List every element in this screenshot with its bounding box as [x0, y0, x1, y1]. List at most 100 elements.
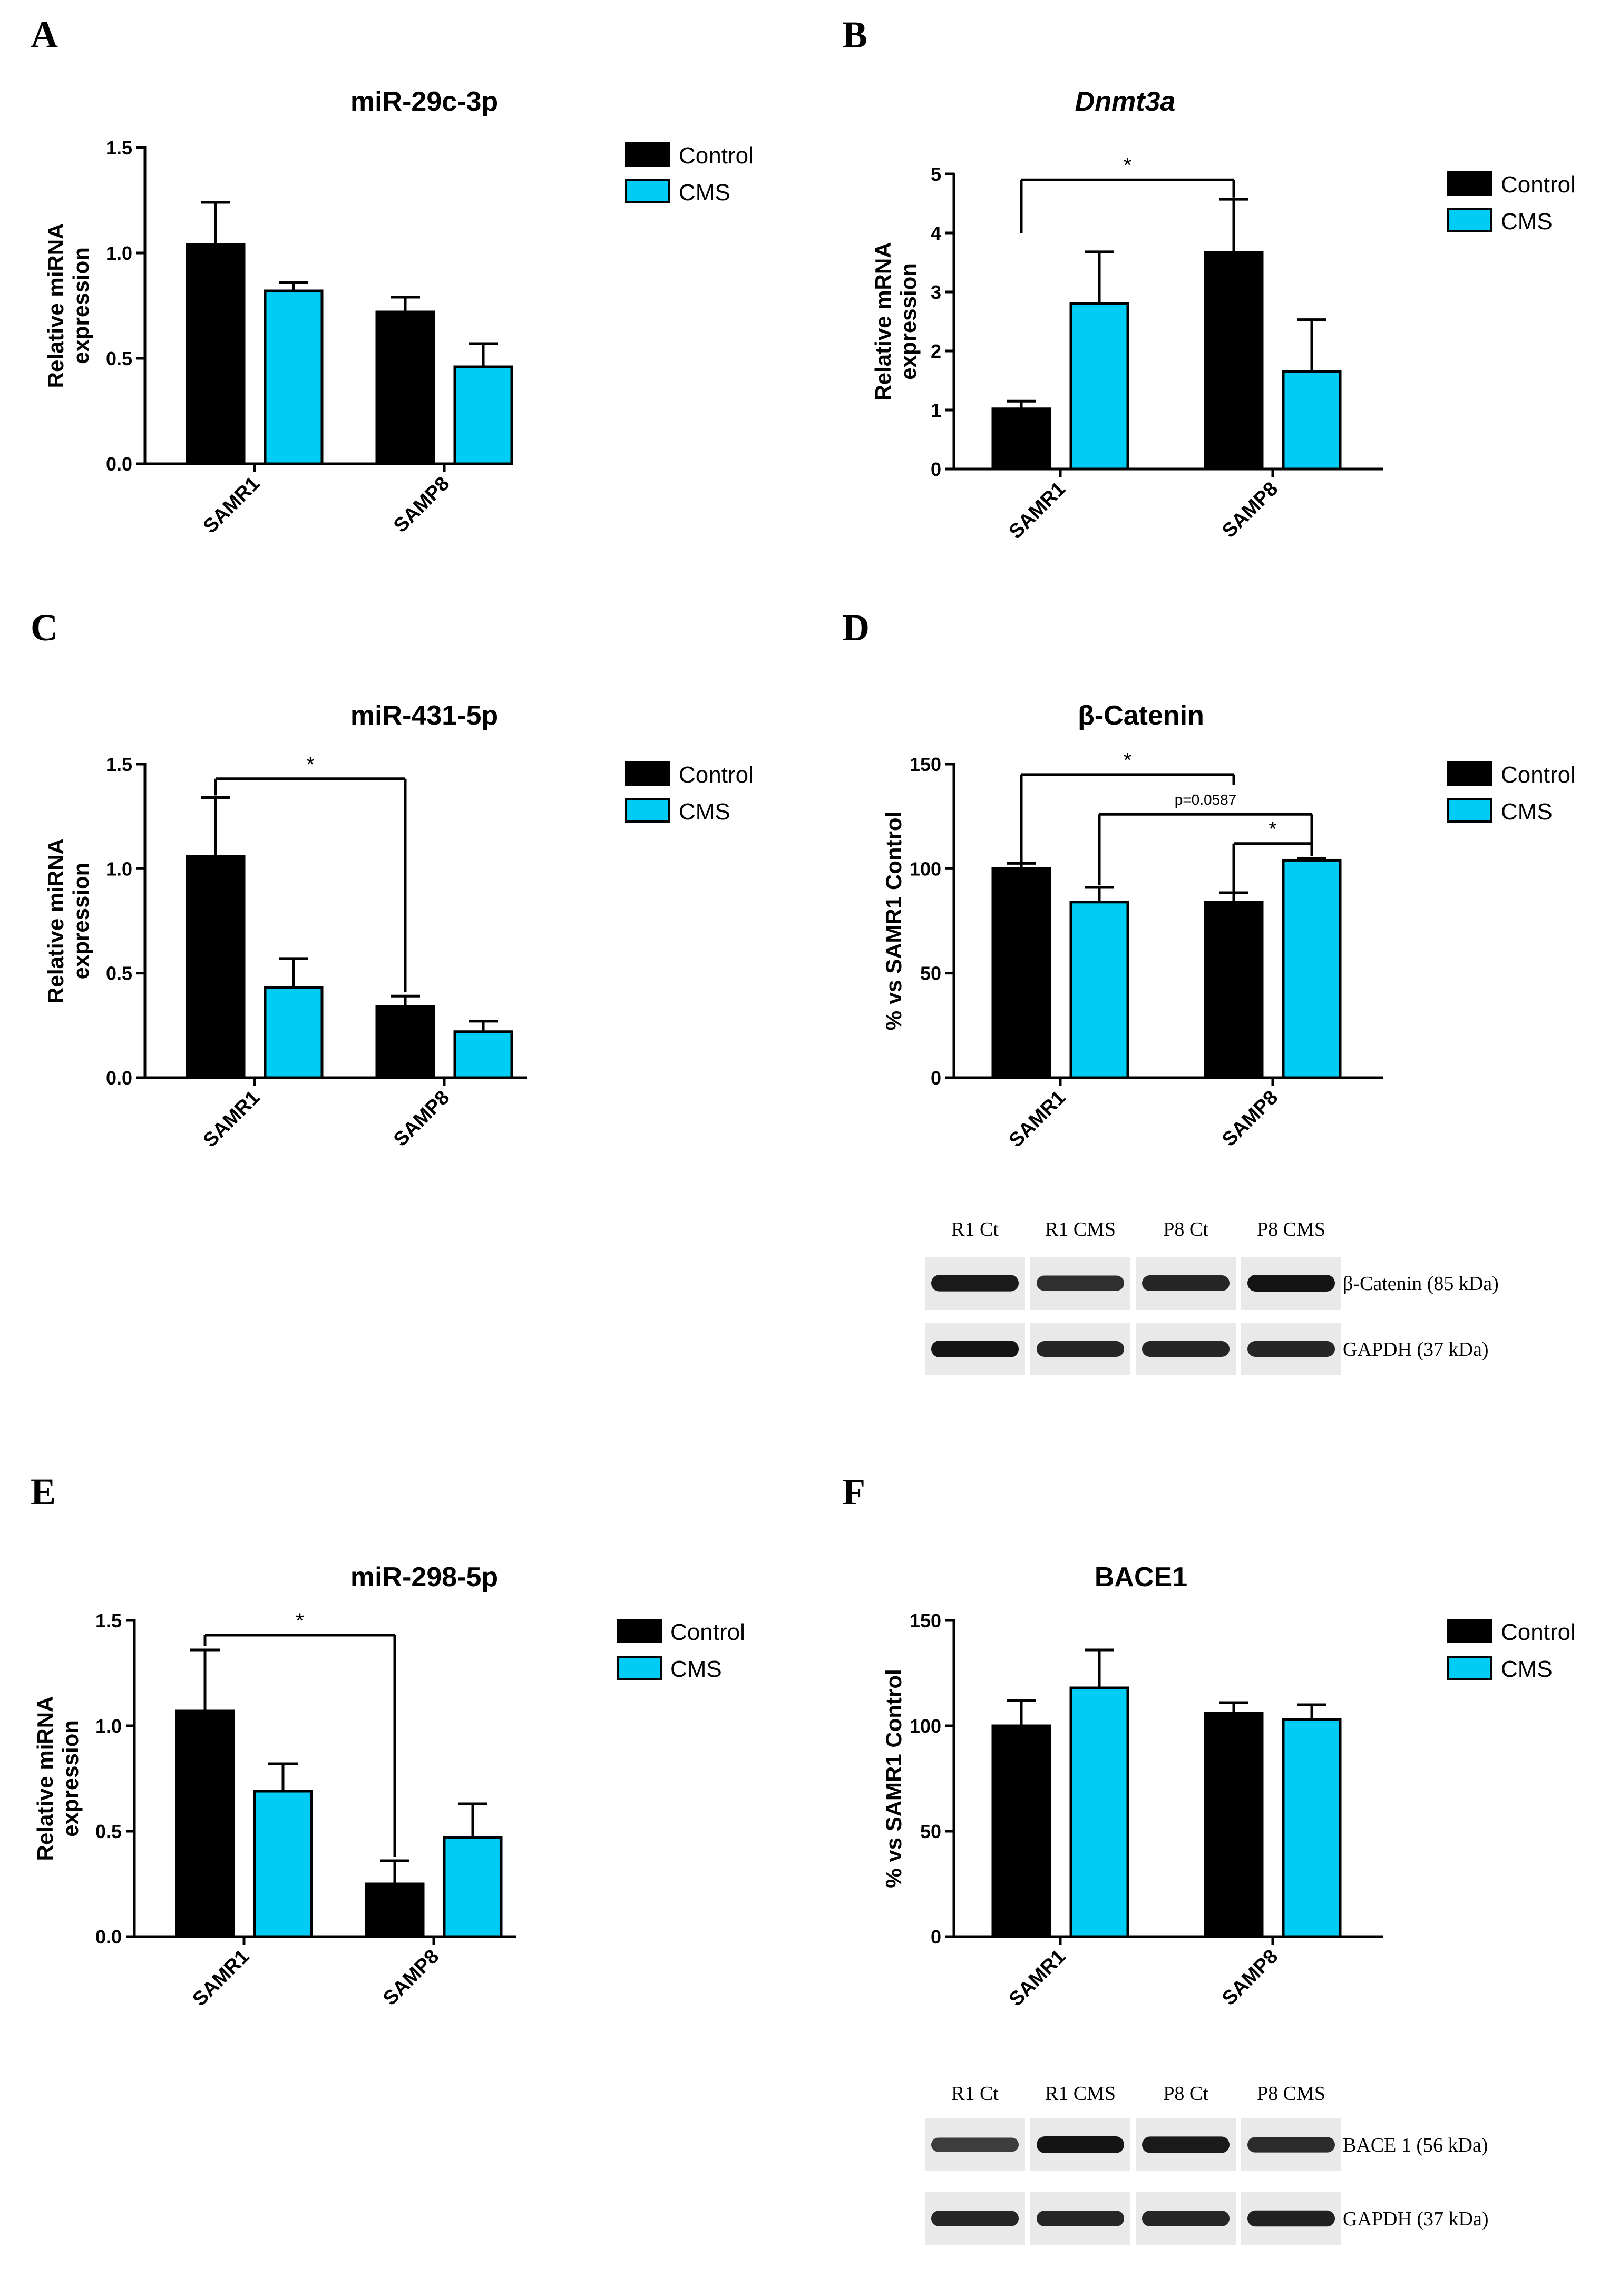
- x-tick-label: SAMP8: [389, 1087, 454, 1151]
- y-axis-label-line: Relative miRNA: [43, 838, 68, 1003]
- blot-band: [1037, 2211, 1124, 2226]
- y-tick-label: 50: [920, 1821, 941, 1842]
- panel-f: F BACE1 0 50 100 150 % vs SAMR1 Control SAMR1 SA…: [842, 1471, 1576, 2245]
- bar-control-samr1: [186, 243, 246, 465]
- legend-swatch-cms: [625, 179, 670, 203]
- y-axis-label-line: expression: [896, 263, 921, 380]
- y-axis-label: Relative miRNA expression: [33, 1696, 83, 1861]
- y-tick-label: 1: [931, 399, 941, 421]
- y-tick-label: 4: [931, 222, 941, 244]
- bar-cms-samp8: [1282, 858, 1342, 1079]
- panel-letter: C: [31, 607, 58, 649]
- x-tick-label: SAMP8: [389, 473, 454, 537]
- panel-d: Dβ-Catenin 0 50 100 150 % vs SAMR1 Control SAM…: [842, 607, 1576, 1375]
- y-tick-label: 0.0: [106, 453, 132, 475]
- bar-cms-samp8: [1282, 1718, 1342, 1938]
- legend-label-control: Control: [679, 762, 754, 788]
- legend-swatch-control: [1447, 1619, 1492, 1643]
- blot-band: [1142, 1341, 1230, 1357]
- blot-band: [1142, 2136, 1230, 2153]
- legend-label-control: Control: [1501, 172, 1576, 198]
- blot-band: [1247, 1341, 1335, 1357]
- chart-title: BACE1: [1095, 1562, 1187, 1592]
- y-tick-label: 0: [931, 458, 941, 480]
- bar-control-samp8: [375, 310, 435, 465]
- bar-control-samp8: [375, 1005, 435, 1079]
- x-tick-label: SAMP8: [379, 1946, 443, 2010]
- blot-band: [931, 2211, 1019, 2226]
- significance-label: *: [1124, 749, 1132, 772]
- y-tick-label: 3: [931, 281, 941, 303]
- blot-band: [931, 1275, 1019, 1292]
- blot-band: [1247, 2210, 1335, 2227]
- blot-band: [1037, 2136, 1124, 2153]
- legend-label-control: Control: [1501, 762, 1576, 788]
- y-tick-label: 150: [910, 754, 941, 775]
- blot-lane-label: R1 CMS: [1045, 2083, 1116, 2105]
- blot-band: [1037, 1341, 1124, 1357]
- y-tick-label: 1.0: [106, 242, 132, 264]
- bar-cms-samp8: [443, 1836, 503, 1938]
- y-tick-label: 0.5: [95, 1821, 122, 1842]
- blot-protein-label: β-Catenin (85 kDa): [1343, 1273, 1499, 1295]
- western-blot: R1 Ct R1 CMS P8 Ct P8 CMS BACE 1 (56 kDa) GAP…: [925, 2083, 1489, 2245]
- legend-swatch-cms: [1447, 208, 1492, 232]
- bar-cms-samp8: [453, 365, 513, 465]
- significance-label: *: [296, 1609, 304, 1633]
- significance-label: *: [306, 753, 315, 776]
- y-axis-label-line: expression: [69, 863, 93, 980]
- bar-cms-samr1: [1069, 1686, 1129, 1938]
- blot-protein-label: BACE 1 (56 kDa): [1343, 2134, 1488, 2156]
- y-tick-label: 0.0: [106, 1067, 132, 1089]
- y-tick-label: 100: [910, 858, 941, 880]
- significance-label: *: [1269, 818, 1277, 841]
- x-tick-label: SAMR1: [1005, 1946, 1070, 2011]
- y-axis-label: % vs SAMR1 Control: [881, 812, 906, 1030]
- legend-label-control: Control: [1501, 1619, 1576, 1645]
- y-axis-label-line: % vs SAMR1 Control: [881, 1669, 906, 1888]
- legend-swatch-control: [625, 761, 670, 786]
- y-axis-label: Relative mRNA expression: [871, 242, 921, 400]
- significance-label: p=0.0587: [1175, 792, 1237, 808]
- x-tick-label: SAMP8: [1218, 478, 1282, 542]
- bar-control-samr1: [175, 1709, 235, 1938]
- y-tick-label: 1.5: [106, 137, 132, 159]
- blot-lane-label: P8 Ct: [1163, 1218, 1208, 1240]
- legend-swatch-control: [617, 1619, 662, 1643]
- legend-label-control: Control: [679, 143, 754, 169]
- y-axis-label-line: expression: [58, 1720, 83, 1837]
- legend-label-cms: CMS: [679, 180, 730, 206]
- significance-label: *: [1124, 154, 1132, 177]
- legend-label-cms: CMS: [1501, 799, 1553, 825]
- panel-letter: B: [842, 14, 867, 56]
- y-tick-label: 0: [931, 1067, 941, 1089]
- chart-title: Dnmt3a: [1075, 86, 1176, 117]
- blot-lane-label: P8 Ct: [1163, 2083, 1208, 2105]
- x-tick-label: SAMR1: [1005, 478, 1070, 543]
- y-axis-label-line: expression: [69, 247, 93, 364]
- bar-control-samr1: [991, 407, 1051, 471]
- bar-control-samr1: [186, 855, 246, 1079]
- bar-control-samp8: [1204, 1712, 1264, 1938]
- legend-swatch-control: [1447, 761, 1492, 786]
- y-tick-label: 0.5: [106, 963, 132, 984]
- y-tick-label: 0: [931, 1926, 941, 1948]
- bar-cms-samr1: [1069, 302, 1129, 471]
- bar-cms-samr1: [264, 986, 324, 1079]
- blot-lane-label: P8 CMS: [1257, 2083, 1325, 2105]
- y-tick-label: 1.0: [95, 1715, 122, 1737]
- y-axis-label-line: % vs SAMR1 Control: [881, 812, 906, 1030]
- y-tick-label: 1.5: [95, 1610, 122, 1631]
- x-tick-label: SAMR1: [189, 1946, 254, 2011]
- blot-band: [931, 1341, 1019, 1357]
- x-tick-label: SAMP8: [1218, 1087, 1282, 1151]
- y-tick-label: 5: [931, 163, 941, 185]
- y-tick-label: 0.0: [95, 1926, 122, 1948]
- legend-swatch-control: [1447, 171, 1492, 196]
- legend-label-control: Control: [670, 1619, 745, 1645]
- x-tick-label: SAMR1: [199, 1087, 265, 1152]
- bar-cms-samp8: [1282, 370, 1342, 471]
- blot-protein-label: GAPDH (37 kDa): [1343, 1338, 1489, 1361]
